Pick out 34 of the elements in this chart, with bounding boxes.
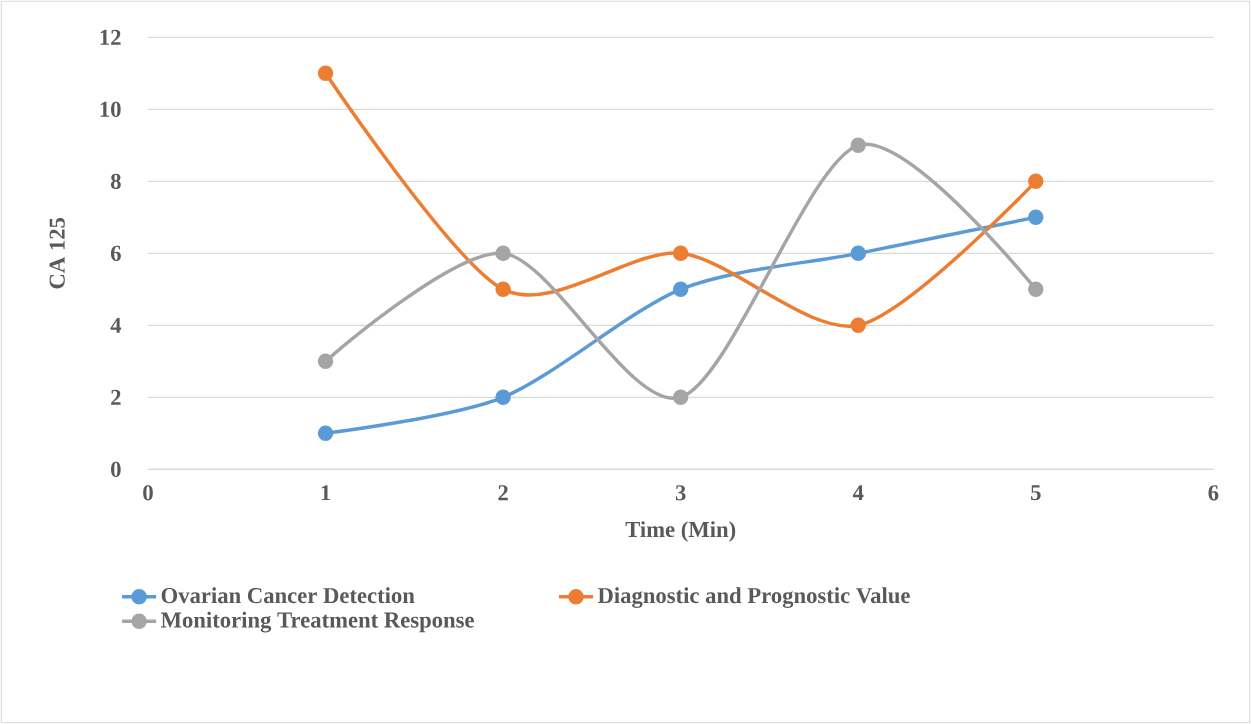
point (850, 137, 866, 154)
point (672, 389, 689, 406)
point (1028, 173, 1044, 190)
legend-label: Monitoring Treatment Response (160, 611, 474, 633)
point (317, 353, 334, 370)
x-tick-label: 1 (321, 485, 331, 501)
y-tick-label: 8 (110, 173, 121, 189)
point (317, 425, 334, 442)
point (495, 389, 511, 406)
x-tick-label: 5 (1031, 485, 1041, 501)
legend-label: Ovarian Cancer Detection (161, 587, 415, 604)
point (317, 65, 334, 82)
x-axis-title: Time (Min) (625, 521, 736, 542)
point (1028, 281, 1044, 298)
x-tick-label: 4 (852, 485, 864, 501)
y-tick-label: 6 (110, 245, 121, 261)
legend-label: Diagnostic and Prognostic Value (597, 587, 910, 608)
x-tick-label: 6 (1208, 485, 1219, 501)
y-tick-label: 2 (111, 389, 121, 405)
x-tick-label: 3 (675, 485, 686, 501)
x-tick-label: 0 (143, 485, 153, 501)
y-axis-title: CA 125 (49, 217, 65, 289)
point (495, 281, 511, 298)
y-tick-label: 4 (110, 317, 122, 333)
point (1028, 209, 1044, 226)
y-tick-label: 0 (111, 461, 121, 477)
point (495, 245, 511, 262)
x-tick-label: 2 (498, 485, 508, 501)
y-tick-label: 10 (100, 101, 121, 117)
y-tick-label: 12 (100, 29, 121, 45)
point (850, 317, 866, 334)
point (672, 245, 689, 262)
point (850, 245, 866, 262)
point (672, 281, 689, 298)
